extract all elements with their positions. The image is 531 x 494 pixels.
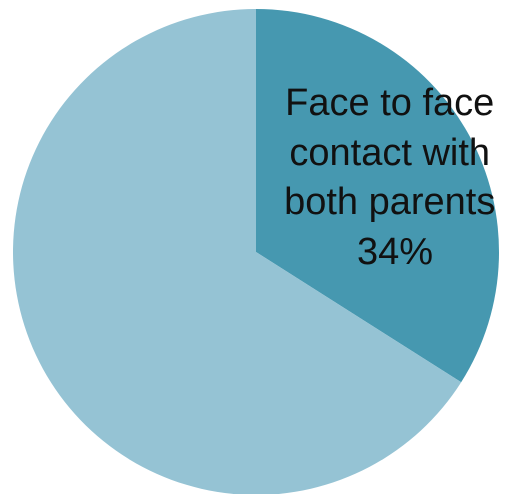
slice-label-line-1: Face to face <box>285 82 494 124</box>
slice-value-label: 34% <box>357 231 433 273</box>
slice-label-line-2: contact with <box>289 132 490 174</box>
slice-label-line-3: both parents <box>284 181 495 223</box>
